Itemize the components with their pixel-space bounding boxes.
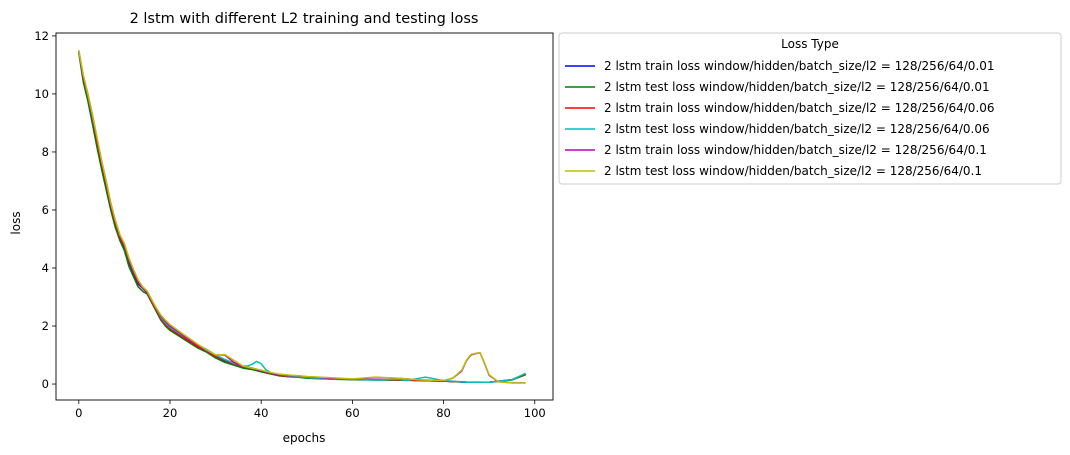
y-tick-label: 6 (42, 203, 49, 217)
legend-box (558, 32, 1062, 185)
legend-entries: 2 lstm train loss window/hidden/batch_si… (565, 59, 995, 178)
legend-entry-6: 2 lstm test loss window/hidden/batch_siz… (604, 164, 982, 178)
series-line-1 (78, 51, 526, 384)
legend-entry-3: 2 lstm train loss window/hidden/batch_si… (604, 101, 995, 115)
series-line-6 (78, 50, 526, 384)
legend-entry-5: 2 lstm train loss window/hidden/batch_si… (604, 143, 987, 157)
series-line-5 (78, 50, 526, 384)
x-tick-label: 80 (436, 406, 451, 420)
chart-title: 2 lstm with different L2 training and te… (130, 11, 479, 27)
series-line-3 (78, 51, 526, 384)
x-axis-label: epochs (283, 431, 326, 445)
y-tick-label: 0 (42, 377, 49, 391)
legend: Loss Type 2 lstm train loss window/hidde… (558, 32, 1062, 185)
x-tick-label: 40 (254, 406, 269, 420)
legend-entry-1: 2 lstm train loss window/hidden/batch_si… (604, 59, 995, 73)
x-axis-ticks: 0 20 40 60 80 100 (75, 400, 546, 420)
plot-area-frame (55, 32, 554, 401)
x-tick-label: 0 (75, 406, 82, 420)
x-tick-label: 60 (345, 406, 360, 420)
x-tick-label: 20 (163, 406, 178, 420)
x-tick-label: 100 (524, 406, 546, 420)
y-axis-label: loss (9, 211, 23, 234)
series-line-2 (78, 53, 526, 384)
legend-entry-4: 2 lstm test loss window/hidden/batch_siz… (604, 122, 990, 136)
y-axis-ticks: 0 2 4 6 8 10 12 (34, 29, 56, 391)
y-tick-label: 2 (42, 319, 49, 333)
legend-title: Loss Type (781, 37, 839, 51)
y-tick-label: 8 (42, 145, 49, 159)
y-tick-label: 4 (42, 261, 49, 275)
series-line-4 (78, 51, 526, 384)
y-tick-label: 12 (34, 29, 49, 43)
y-tick-label: 10 (34, 87, 49, 101)
series-lines (78, 50, 526, 384)
legend-entry-2: 2 lstm test loss window/hidden/batch_siz… (604, 80, 990, 94)
